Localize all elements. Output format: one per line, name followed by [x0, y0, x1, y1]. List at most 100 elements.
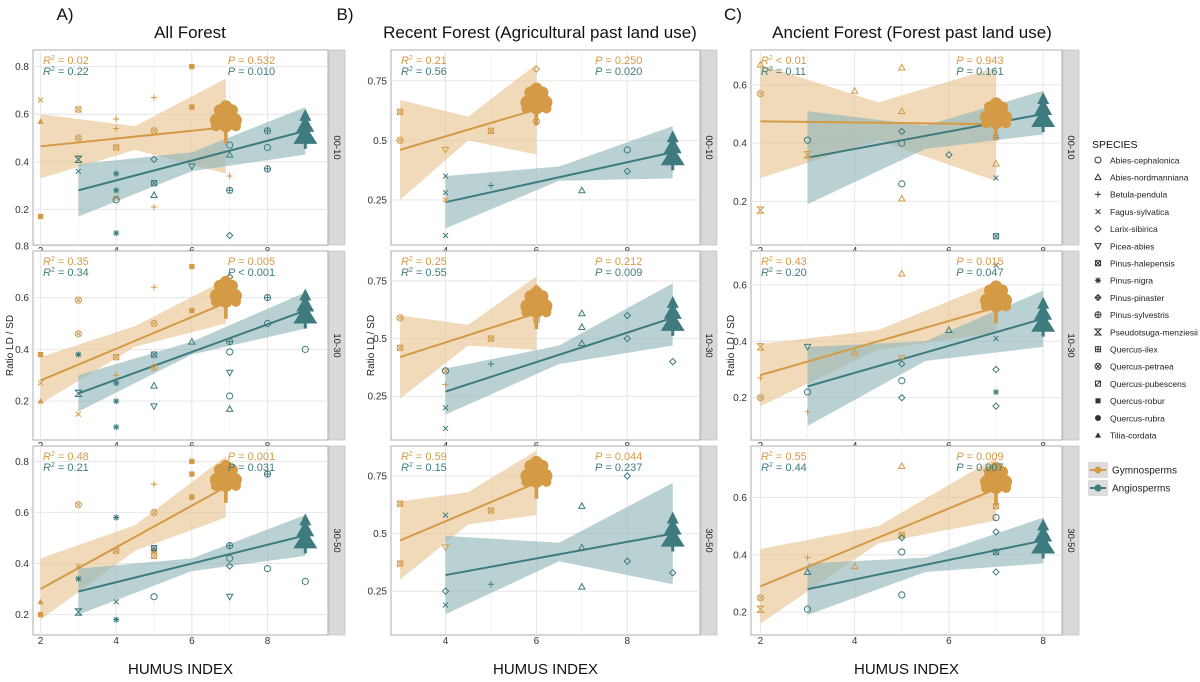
point-marker: [487, 507, 495, 514]
point-marker: [1095, 277, 1101, 284]
r2-value: = 0.02: [55, 55, 89, 67]
point-marker: [150, 180, 158, 187]
point-marker: [37, 213, 44, 220]
r2-symbol: R: [761, 462, 769, 474]
point-marker: [74, 330, 82, 338]
marker-square-filled: [189, 104, 195, 110]
legend-key-dot: [1094, 466, 1102, 474]
angio-p: P = 0.031: [228, 462, 275, 474]
r2-symbol: R: [761, 451, 769, 463]
conifer-tree-icon: [293, 513, 318, 554]
tree-tier: [293, 529, 318, 549]
point-marker: [225, 150, 234, 158]
marker-circle: [263, 564, 272, 573]
angio-r2: R2 = 0.55: [401, 267, 447, 279]
strip-background: [328, 250, 346, 441]
y-tick-label: 0.8: [15, 457, 29, 468]
marker-circle: [226, 392, 234, 400]
point-marker: [850, 562, 859, 570]
r2-exp: 2: [409, 267, 413, 274]
tree-tier: [666, 511, 679, 524]
r2-symbol: R: [761, 66, 769, 78]
strip-label: 30-50: [1065, 528, 1076, 552]
marker-asterisk: [113, 423, 120, 431]
point-marker: [992, 365, 1000, 374]
panel-content: [37, 456, 318, 623]
p-symbol: P: [956, 462, 964, 474]
point-marker: [226, 554, 234, 562]
angiosperm-regression-line: [78, 309, 306, 395]
r2-exp: 2: [409, 256, 413, 263]
legend-item-species: Quercus-ilex: [1094, 345, 1158, 355]
marker-cross: [75, 168, 82, 175]
tree-tier: [666, 130, 679, 143]
marker-triangle: [577, 582, 586, 590]
marker-triangle: [944, 325, 953, 333]
angiosperm-regression-line: [78, 129, 306, 192]
panel-content: [396, 64, 685, 239]
marker-triangle-filled: [37, 598, 44, 605]
angiosperm-regression-line: [807, 317, 1044, 388]
p-value: = 0.237: [602, 462, 642, 474]
marker-cross: [442, 232, 449, 239]
y-tick-label: 0.25: [368, 392, 388, 403]
marker-circle-plus-lines: [1095, 311, 1101, 318]
point-marker: [803, 343, 812, 352]
marker-square-cross: [487, 335, 494, 342]
marker-circle: [898, 591, 906, 599]
angio-p: P < 0.001: [228, 267, 275, 279]
point-marker: [1094, 380, 1102, 387]
marker-circle-cross-lines: [757, 595, 763, 601]
marker-circle-cross-lines: [151, 320, 157, 327]
p-value: = 0.001: [235, 451, 275, 463]
legend-title: SPECIES: [1092, 139, 1138, 151]
point-marker: [442, 368, 449, 374]
gymnosperm-regression-line: [40, 485, 227, 590]
tree-trunk: [671, 164, 675, 171]
marker-circle-plus-lines: [226, 338, 233, 345]
marker-circle-plus-lines: [226, 187, 233, 194]
x-axis-title: HUMUS INDEX: [128, 661, 233, 678]
point-marker: [487, 581, 495, 588]
point-marker: [263, 564, 272, 573]
point-marker: [113, 398, 120, 405]
marker-circle-cross-lines: [75, 297, 81, 303]
marker-circle: [623, 146, 631, 154]
point-marker: [757, 374, 764, 382]
x-tick-label: 4: [852, 636, 858, 647]
point-marker: [1094, 156, 1102, 164]
legend-item-species: Pinus-sylvestris: [1094, 310, 1169, 320]
tree-trunk: [671, 329, 675, 336]
confidence-band: [445, 283, 673, 415]
legend: SPECIES Abies-cephalonica Abies-nordmannia…: [1088, 139, 1198, 496]
point-marker: [992, 548, 1000, 556]
legend-label: Larix-sibirica: [1110, 224, 1158, 234]
gymno-p: P = 0.532: [228, 55, 275, 67]
point-marker: [623, 146, 631, 154]
marker-hourglass-bars: [757, 343, 764, 351]
marker-circle-cross: [74, 296, 82, 304]
deciduous-tree-icon: [980, 461, 1013, 505]
point-marker: [897, 127, 906, 136]
marker-square-filled: [189, 263, 195, 270]
r2-value: = 0.21: [413, 55, 447, 67]
marker-triangle: [850, 562, 859, 570]
marker-triangle: [577, 543, 586, 551]
point-marker: [897, 269, 906, 277]
point-marker: [897, 63, 906, 71]
tree-trunk: [1041, 552, 1045, 559]
point-marker: [441, 367, 450, 375]
tree-crown: [990, 461, 1003, 474]
point-marker: [226, 542, 234, 550]
p-symbol: P: [228, 451, 236, 463]
marker-diamond: [532, 65, 541, 73]
marker-diamond: [225, 231, 234, 240]
y-tick-label: 0.6: [733, 493, 747, 504]
point-marker: [396, 108, 404, 115]
marker-square-filled: [189, 307, 195, 314]
legend-item-species: Pinus-nigra: [1095, 276, 1153, 286]
panel-title: Ancient Forest (Forest past land use): [772, 23, 1052, 42]
strip-label: 10-30: [331, 333, 342, 357]
marker-circle-cross: [396, 314, 404, 322]
